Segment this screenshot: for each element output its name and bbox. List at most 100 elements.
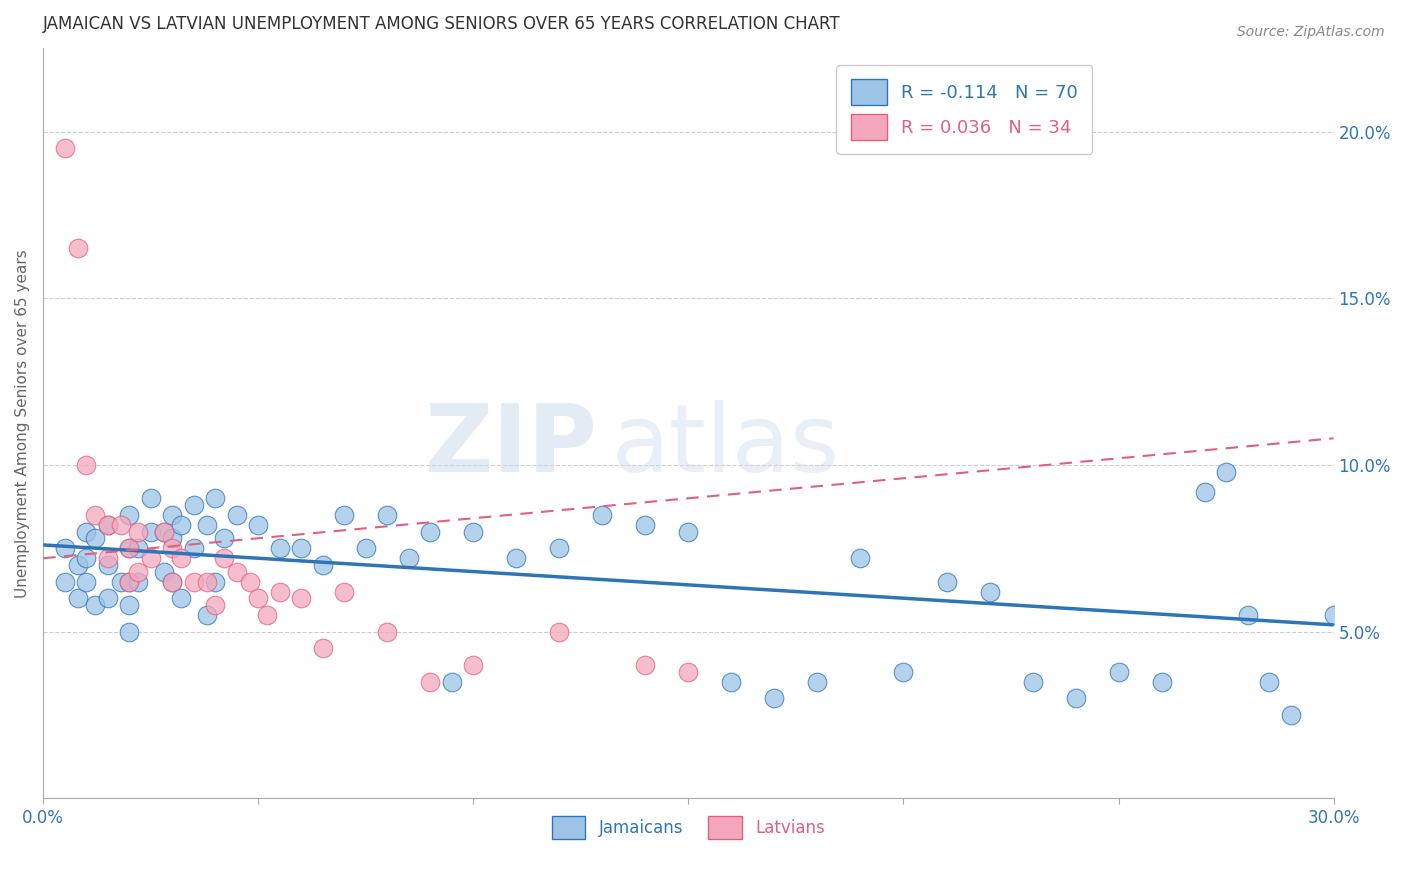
Point [505, 551, 527, 566]
Point [312, 641, 335, 656]
Text: atlas: atlas [612, 400, 839, 491]
Point [212, 551, 235, 566]
Point [678, 665, 700, 679]
Point [139, 524, 162, 539]
Point [118, 624, 141, 639]
Point [162, 541, 184, 556]
Point [97, 551, 120, 566]
Point [463, 524, 485, 539]
Point [162, 574, 184, 589]
Y-axis label: Unemployment Among Seniors over 65 years: Unemployment Among Seniors over 65 years [15, 249, 30, 598]
Point [53, 141, 76, 155]
Text: ZIP: ZIP [425, 400, 598, 491]
Point [935, 574, 957, 589]
Point [139, 551, 162, 566]
Point [1258, 674, 1281, 689]
Point [225, 508, 247, 522]
Point [162, 574, 184, 589]
Point [139, 491, 162, 506]
Point [183, 574, 205, 589]
Point [127, 541, 149, 556]
Point [97, 558, 120, 572]
Point [53, 574, 76, 589]
Point [678, 524, 700, 539]
Point [118, 541, 141, 556]
Point [312, 558, 335, 572]
Point [170, 517, 193, 532]
Point [170, 591, 193, 606]
Text: Source: ZipAtlas.com: Source: ZipAtlas.com [1237, 25, 1385, 39]
Point [53, 541, 76, 556]
Point [239, 574, 262, 589]
Point [247, 591, 270, 606]
Point [97, 591, 120, 606]
Point [1021, 674, 1043, 689]
Point [162, 508, 184, 522]
Point [152, 524, 174, 539]
Point [548, 624, 571, 639]
Point [269, 584, 291, 599]
Point [75, 551, 97, 566]
Point [118, 541, 141, 556]
Point [1194, 484, 1216, 499]
Point [195, 607, 218, 622]
Point [290, 591, 312, 606]
Point [162, 531, 184, 545]
Point [66, 591, 89, 606]
Point [170, 551, 193, 566]
Point [256, 607, 278, 622]
Point [1150, 674, 1173, 689]
Point [204, 491, 226, 506]
Point [75, 524, 97, 539]
Point [152, 524, 174, 539]
Point [225, 565, 247, 579]
Point [440, 674, 463, 689]
Text: JAMAICAN VS LATVIAN UNEMPLOYMENT AMONG SENIORS OVER 65 YEARS CORRELATION CHART: JAMAICAN VS LATVIAN UNEMPLOYMENT AMONG S… [44, 15, 841, 33]
Point [127, 574, 149, 589]
Point [204, 598, 226, 612]
Point [634, 517, 657, 532]
Point [127, 524, 149, 539]
Point [720, 674, 742, 689]
Point [118, 574, 141, 589]
Point [204, 574, 226, 589]
Point [354, 541, 377, 556]
Point [419, 524, 441, 539]
Point [979, 584, 1001, 599]
Point [849, 551, 872, 566]
Point [183, 541, 205, 556]
Point [1108, 665, 1130, 679]
Point [110, 517, 132, 532]
Point [118, 598, 141, 612]
Point [212, 531, 235, 545]
Point [1279, 707, 1302, 722]
Point [333, 584, 356, 599]
Point [183, 498, 205, 512]
Point [290, 541, 312, 556]
Point [66, 241, 89, 255]
Point [66, 558, 89, 572]
Point [1215, 465, 1237, 479]
Point [195, 517, 218, 532]
Point [548, 541, 571, 556]
Point [97, 517, 120, 532]
Point [375, 508, 398, 522]
Point [419, 674, 441, 689]
Point [110, 574, 132, 589]
Point [118, 508, 141, 522]
Point [1323, 607, 1346, 622]
Legend: Jamaicans, Latvians: Jamaicans, Latvians [546, 809, 831, 846]
Point [463, 657, 485, 672]
Point [375, 624, 398, 639]
Point [591, 508, 613, 522]
Point [152, 565, 174, 579]
Point [634, 657, 657, 672]
Point [97, 517, 120, 532]
Point [127, 565, 149, 579]
Point [763, 691, 786, 706]
Point [83, 598, 105, 612]
Point [333, 508, 356, 522]
Point [269, 541, 291, 556]
Point [118, 574, 141, 589]
Point [1064, 691, 1087, 706]
